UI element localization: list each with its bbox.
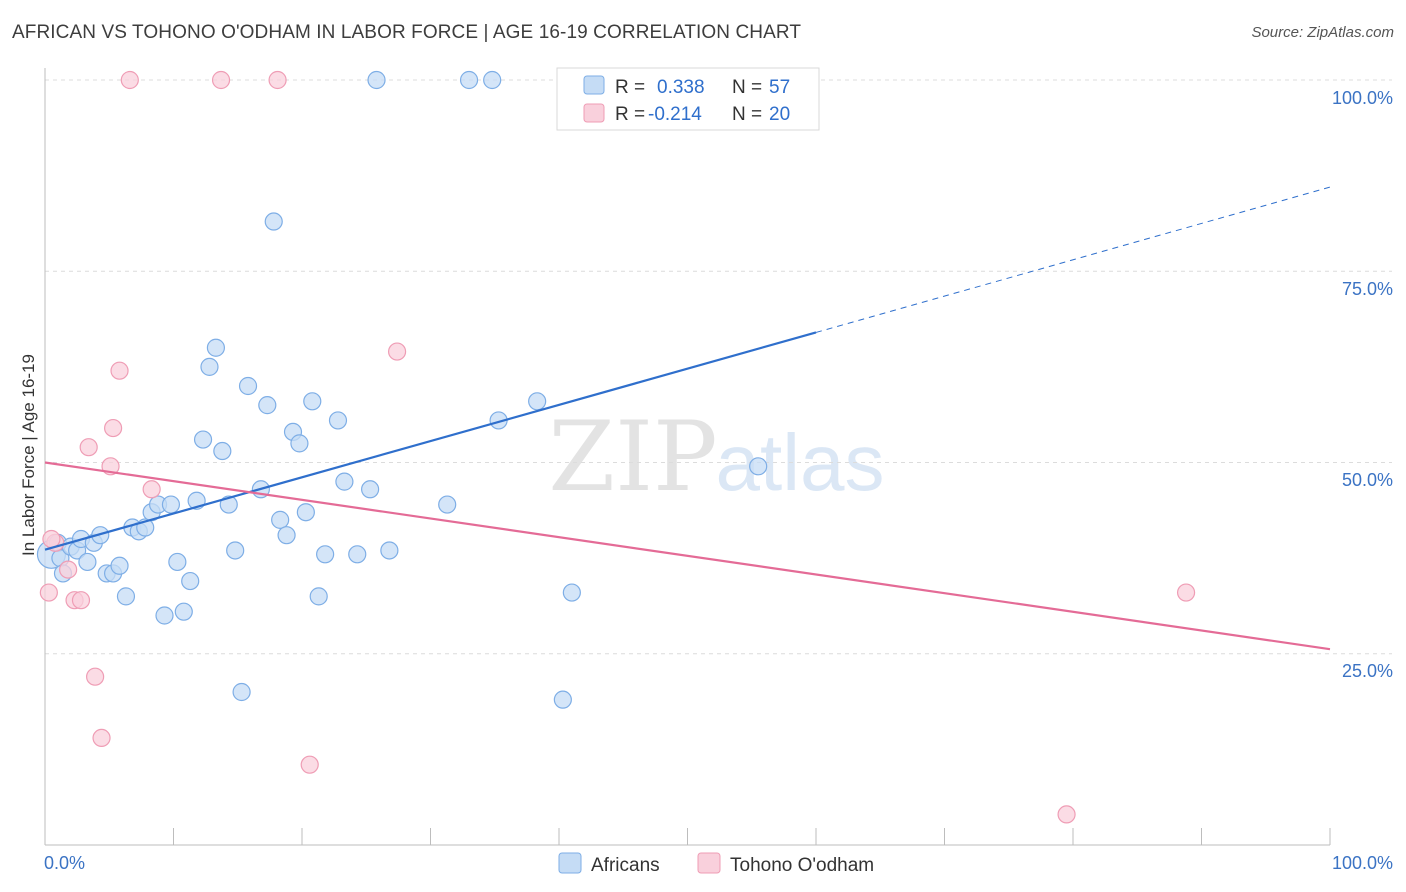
point-africans-57 — [749, 457, 768, 476]
bottom-legend-label-tohono: Tohono O'odham — [730, 855, 874, 876]
point-tohono-11 — [142, 480, 161, 499]
bottom-legend: Africans Tohono O'odham — [558, 852, 874, 876]
y-axis-label: In Labor Force | Age 16-19 — [19, 354, 38, 556]
point-tohono-12 — [120, 70, 139, 90]
bottom-legend-swatch-africans — [558, 852, 582, 874]
x-tick-label-0: 0.0% — [44, 853, 85, 873]
point-africans-45 — [335, 472, 354, 491]
legend-swatch-africans — [583, 75, 605, 95]
point-africans-26 — [200, 357, 219, 376]
point-africans-54 — [528, 392, 547, 411]
point-africans-39 — [290, 434, 309, 453]
point-tohono-7 — [92, 728, 111, 748]
point-tohono-0 — [39, 583, 58, 602]
point-africans-51 — [459, 70, 479, 90]
point-africans-23 — [181, 571, 200, 591]
point-africans-19 — [155, 606, 174, 625]
point-africans-31 — [232, 682, 251, 702]
trend-lines — [44, 186, 1331, 651]
point-africans-25 — [193, 430, 213, 449]
legend-r-label-1: R = — [615, 77, 645, 98]
point-africans-28 — [213, 441, 232, 461]
point-africans-48 — [367, 70, 386, 90]
point-tohono-6 — [86, 667, 105, 686]
x-tick-label-100: 100.0% — [1332, 853, 1393, 873]
legend-n-label-1: N = — [732, 77, 762, 98]
point-africans-43 — [316, 545, 335, 564]
point-tohono-9 — [104, 418, 123, 438]
legend-r-value-1: 0.338 — [657, 77, 705, 98]
point-africans-32 — [238, 376, 258, 396]
y-tick-label-25: 25.0% — [1342, 661, 1393, 681]
point-africans-46 — [348, 545, 367, 564]
point-tohono-13 — [211, 70, 231, 90]
legend-n-value-2: 20 — [769, 104, 790, 125]
legend-r-value-2: -0.214 — [648, 104, 702, 125]
point-tohono-15 — [300, 755, 319, 774]
point-africans-50 — [438, 495, 457, 514]
point-africans-55 — [562, 583, 581, 602]
point-africans-20 — [161, 495, 181, 514]
point-tohono-2 — [59, 560, 78, 579]
source-label: Source: ZipAtlas.com — [1251, 24, 1394, 41]
point-africans-49 — [380, 541, 399, 560]
y-tick-label-75: 75.0% — [1342, 279, 1393, 299]
point-tohono-5 — [79, 438, 98, 457]
point-africans-37 — [277, 526, 296, 545]
point-tohono-18 — [1176, 583, 1196, 602]
data-points — [36, 70, 1196, 824]
point-tohono-17 — [1057, 805, 1076, 824]
point-tohono-14 — [268, 70, 287, 90]
legend-r-label-2: R = — [615, 104, 645, 125]
point-africans-34 — [258, 396, 277, 415]
legend-n-label-2: N = — [732, 104, 762, 125]
point-africans-36 — [271, 510, 290, 529]
point-africans-42 — [309, 587, 328, 606]
point-africans-12 — [110, 556, 129, 575]
point-africans-27 — [206, 338, 226, 357]
point-africans-7 — [78, 552, 97, 572]
point-africans-35 — [264, 212, 283, 231]
point-africans-22 — [174, 602, 193, 621]
grid-lines — [45, 79, 1392, 655]
point-africans-56 — [553, 690, 572, 709]
bottom-legend-swatch-tohono — [697, 852, 721, 874]
point-africans-44 — [328, 411, 348, 430]
point-africans-13 — [116, 587, 136, 606]
legend-swatch-tohono — [583, 103, 605, 123]
point-africans-40 — [296, 503, 315, 522]
point-africans-47 — [361, 480, 380, 499]
point-tohono-16 — [387, 342, 407, 361]
trend-line-extension-africans — [815, 186, 1331, 333]
stats-legend: R = 0.338 N = 57 R = -0.214 N = 20 — [556, 67, 820, 131]
watermark-zip: ZIP — [548, 401, 717, 513]
chart-title: AFRICAN VS TOHONO O'ODHAM IN LABOR FORCE… — [12, 22, 802, 43]
point-tohono-10 — [110, 361, 129, 380]
trend-line-africans — [44, 331, 817, 551]
legend-n-value-1: 57 — [769, 77, 790, 98]
point-tohono-19 — [42, 529, 61, 549]
axes — [44, 68, 1331, 846]
trend-line-tohono — [44, 461, 1331, 651]
y-tick-label-50: 50.0% — [1342, 470, 1393, 490]
point-tohono-4 — [71, 591, 91, 610]
y-tick-label-100: 100.0% — [1332, 88, 1393, 108]
point-africans-29 — [219, 495, 238, 514]
bottom-legend-label-africans: Africans — [591, 855, 660, 876]
point-africans-21 — [168, 552, 187, 572]
point-africans-52 — [483, 70, 502, 90]
point-africans-41 — [303, 392, 322, 411]
point-africans-30 — [226, 541, 245, 560]
